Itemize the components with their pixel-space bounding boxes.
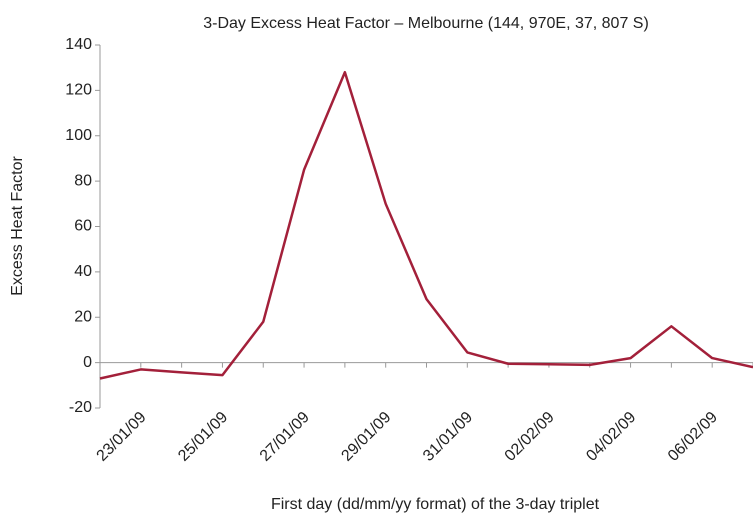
y-axis-label: Excess Heat Factor <box>9 156 26 296</box>
y-tick-label: 140 <box>65 36 92 53</box>
y-tick-label: 40 <box>74 263 92 280</box>
x-tick-label: 25/01/09 <box>175 409 231 465</box>
y-tick-label: 80 <box>74 172 92 189</box>
x-tick-label: 27/01/09 <box>257 409 313 465</box>
x-tick-label: 23/01/09 <box>94 409 150 465</box>
y-tick-label: 120 <box>65 82 92 99</box>
x-axis-label: First day (dd/mm/yy format) of the 3-day… <box>271 496 600 513</box>
y-tick-label: 60 <box>74 218 92 235</box>
x-tick-label: 02/02/09 <box>502 409 558 465</box>
chart-title: 3-Day Excess Heat Factor – Melbourne (14… <box>203 15 649 32</box>
x-tick-label: 31/01/09 <box>420 409 476 465</box>
y-tick-label: -20 <box>69 399 92 416</box>
y-tick-label: 20 <box>74 308 92 325</box>
x-tick-label: 06/02/09 <box>665 409 721 465</box>
x-tick-label: 29/01/09 <box>338 409 394 465</box>
data-line <box>99 70 753 380</box>
y-tick-label: 0 <box>83 354 92 371</box>
x-tick-label: 04/02/09 <box>583 409 639 465</box>
y-tick-label: 100 <box>65 127 92 144</box>
